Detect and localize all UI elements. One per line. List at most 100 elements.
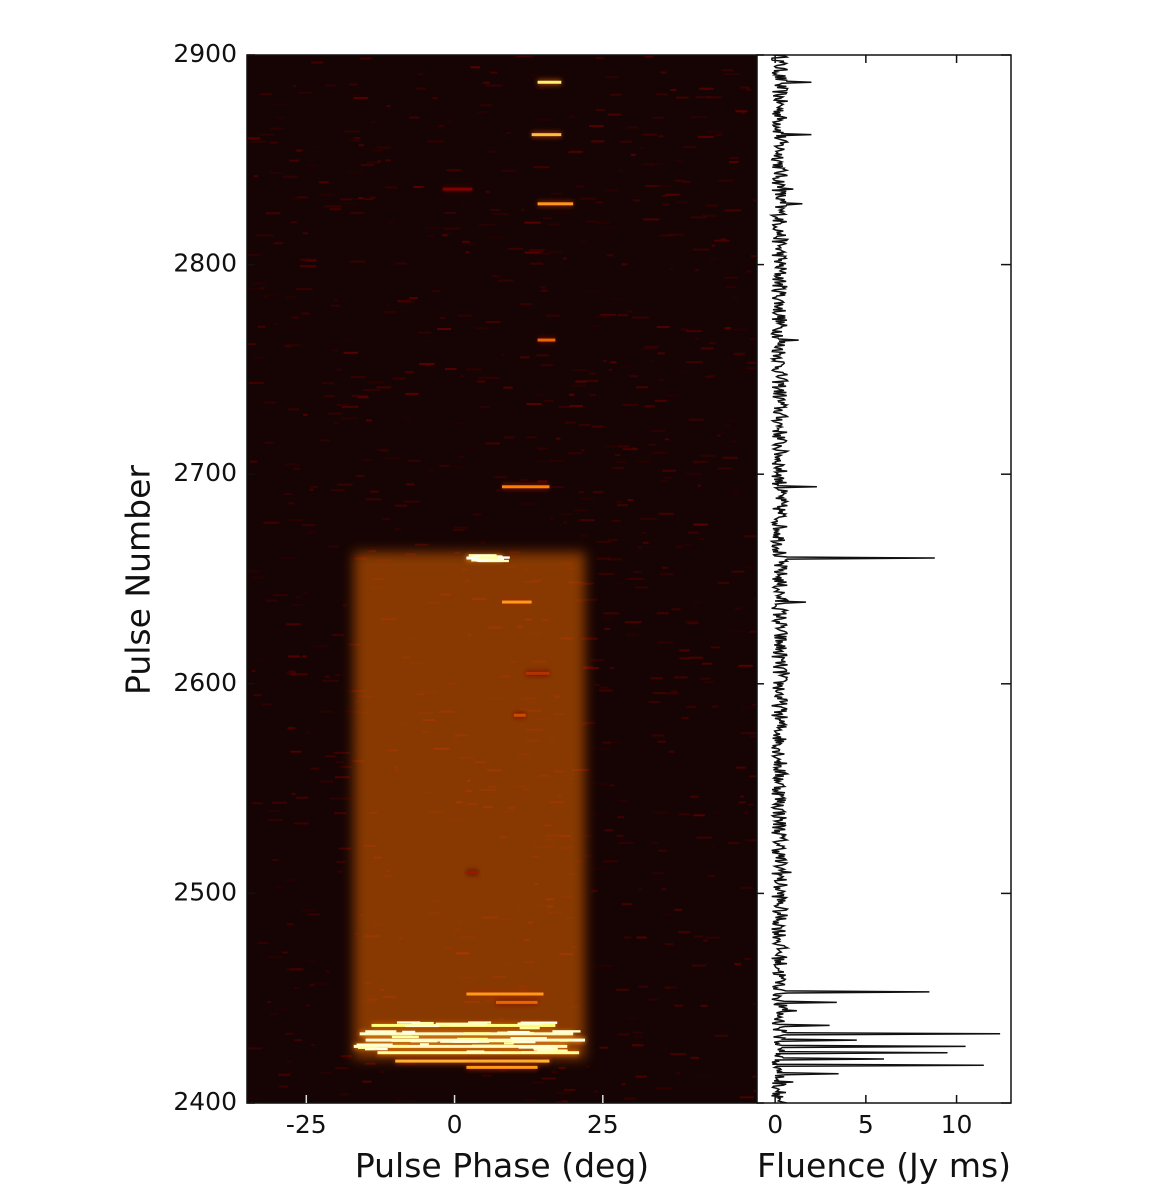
heatmap-noise-dash (286, 623, 301, 626)
heatmap-noise-dash (753, 199, 757, 202)
heatmap-noise-dash (447, 120, 453, 123)
heatmap-noise-dash (529, 249, 545, 252)
heatmap-noise-dash (589, 125, 604, 128)
heatmap-noise-dash (476, 380, 486, 383)
heatmap-noise-dash (638, 985, 648, 988)
heatmap-noise-dash (707, 96, 722, 99)
heatmap-noise-dash (358, 144, 364, 147)
heatmap-noise-dash (529, 262, 544, 265)
heatmap-noise-dash (610, 361, 617, 364)
heatmap-noise-dash (300, 265, 316, 268)
heatmap-noise-dash (596, 221, 610, 224)
heatmap-noise-dash (609, 784, 615, 787)
heatmap-noise-dash (747, 401, 753, 404)
heatmap-noise-dash (746, 88, 751, 91)
heatmap-noise-dash (678, 813, 691, 816)
heatmap-noise-dash (694, 601, 701, 604)
heatmap-noise-dash (651, 841, 658, 844)
heatmap-noise-dash (596, 540, 611, 543)
y-tick-label: 2600 (173, 668, 237, 697)
heatmap-noise-dash (623, 936, 632, 939)
heatmap-noise-dash (749, 935, 757, 938)
heatmap-burst-core (507, 1030, 530, 1034)
heatmap-noise-dash (722, 456, 738, 459)
heatmap-noise-dash (749, 735, 757, 738)
heatmap-noise-dash (507, 247, 524, 250)
heatmap-noise-dash (332, 349, 339, 352)
heatmap-noise-dash (427, 140, 444, 143)
heatmap-noise-dash (543, 217, 552, 220)
heatmap-noise-dash (444, 231, 451, 234)
heatmap-noise-dash (632, 1044, 644, 1047)
heatmap-noise-dash (301, 909, 316, 912)
heatmap-noise-dash (285, 879, 296, 882)
heatmap-noise-dash (599, 686, 609, 689)
heatmap-noise-dash (651, 734, 664, 737)
heatmap-noise-dash (638, 888, 643, 891)
heatmap-noise-dash (357, 396, 369, 399)
heatmap-noise-dash (671, 608, 681, 611)
heatmap-noise-dash (310, 485, 318, 488)
heatmap-noise-dash (334, 299, 339, 302)
heatmap-burst (442, 187, 473, 191)
heatmap-noise-dash (335, 776, 350, 779)
heatmap-burst-core (410, 1039, 438, 1043)
heatmap-noise-dash (336, 404, 349, 406)
heatmap-noise-dash (651, 430, 666, 432)
heatmap-noise-dash (717, 179, 734, 182)
heatmap-noise-dash (264, 441, 274, 444)
heatmap-noise-dash (247, 253, 261, 256)
heatmap-noise-dash (302, 232, 308, 235)
heatmap-noise-dash (739, 795, 744, 798)
heatmap-noise-dash (596, 57, 604, 60)
heatmap-noise-dash (253, 694, 262, 697)
heatmap-noise-dash (676, 96, 689, 99)
heatmap-noise-dash (266, 810, 282, 812)
heatmap-noise-dash (589, 372, 596, 375)
heatmap-noise-dash (339, 765, 353, 768)
heatmap-noise-dash (338, 870, 343, 873)
heatmap-noise-dash (539, 252, 551, 255)
heatmap-noise-dash (651, 451, 668, 454)
heatmap-noise-dash (601, 226, 617, 229)
heatmap-noise-dash (607, 539, 618, 542)
heatmap-noise-dash (503, 213, 509, 216)
heatmap-noise-dash (256, 659, 265, 662)
heatmap-noise-dash (336, 368, 341, 371)
heatmap-noise-dash (254, 175, 258, 178)
heatmap-noise-dash (350, 759, 354, 762)
heatmap-noise-dash (594, 315, 610, 318)
heatmap-noise-dash (481, 541, 485, 544)
heatmap-noise-dash (360, 57, 372, 60)
heatmap-noise-dash (286, 672, 296, 675)
heatmap-burst-core (402, 1030, 416, 1034)
heatmap-noise-dash (279, 1085, 288, 1088)
heatmap-noise-dash (273, 323, 277, 326)
heatmap-noise-dash (653, 811, 670, 814)
heatmap-noise-dash (330, 304, 340, 307)
heatmap-noise-dash (598, 689, 613, 692)
heatmap-noise-dash (699, 87, 714, 90)
heatmap-noise-dash (286, 923, 294, 926)
heatmap-noise-dash (290, 968, 303, 971)
heatmap-noise-dash (598, 572, 615, 575)
heatmap-noise-dash (285, 296, 297, 299)
heatmap-noise-dash (326, 970, 330, 973)
heatmap-noise-dash (749, 775, 757, 778)
heatmap-noise-dash (592, 425, 604, 428)
heatmap-noise-dash (537, 480, 548, 483)
heatmap-noise-dash (546, 314, 560, 317)
heatmap-noise-dash (627, 577, 645, 580)
heatmap-noise-dash (516, 55, 533, 58)
heatmap-noise-dash (526, 436, 537, 439)
heatmap-noise-dash (747, 361, 757, 364)
heatmap-noise-dash (548, 223, 560, 226)
heatmap-burst-glow (353, 552, 586, 1059)
heatmap-noise-dash (488, 150, 498, 153)
fluence-background (757, 55, 1011, 1103)
heatmap-noise-dash (301, 312, 310, 315)
heatmap-noise-dash (531, 1081, 545, 1084)
heatmap-noise-dash (338, 847, 352, 850)
heatmap-noise-dash (506, 132, 512, 134)
heatmap-burst-core (479, 1039, 517, 1043)
